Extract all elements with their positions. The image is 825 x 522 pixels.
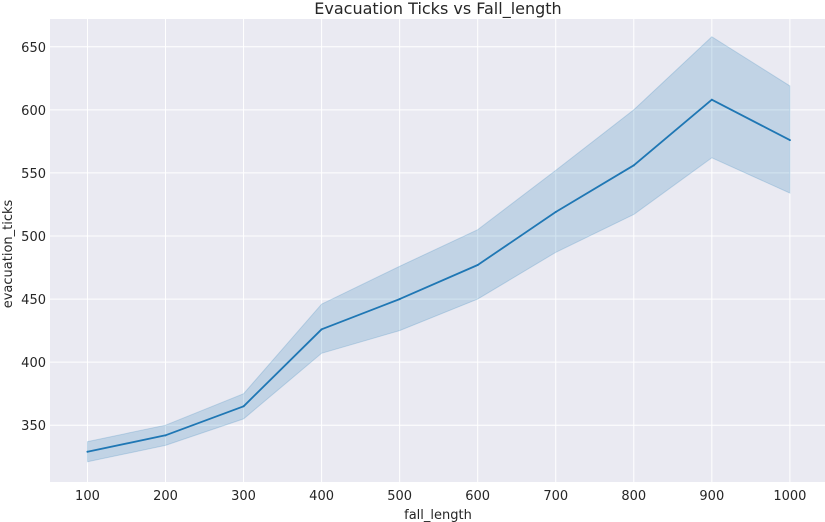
data-point [86,450,89,453]
x-tick-label: 1000 [773,489,806,504]
x-tick-label: 300 [231,489,256,504]
data-point [242,405,245,408]
y-tick-label: 350 [21,419,46,434]
x-tick-label: 800 [621,489,646,504]
data-point [788,139,791,142]
x-tick-label: 900 [699,489,724,504]
data-point [320,328,323,331]
x-axis-label: fall_length [404,508,472,522]
x-tick-label: 400 [309,489,334,504]
data-point [554,211,557,214]
data-point [710,98,713,101]
plot-area [50,19,825,482]
x-tick-label: 500 [387,489,412,504]
data-point [476,264,479,267]
data-point [632,164,635,167]
y-tick-label: 550 [21,167,46,182]
data-point [164,434,167,437]
x-tick-label: 100 [75,489,100,504]
y-axis-label: evacuation_ticks [1,199,16,308]
grid-lines [50,19,825,482]
y-tick-label: 400 [21,356,46,371]
series-line-layer [86,98,791,453]
x-tick-label: 700 [543,489,568,504]
series-line [87,98,791,453]
data-point [398,298,401,301]
y-tick-label: 600 [21,104,46,119]
y-tick-label: 450 [21,293,46,308]
chart-title: Evacuation Ticks vs Fall_length [314,0,561,19]
y-tick-label: 650 [21,41,46,56]
y-tick-labels: 350 400 450 500 550 600 650 [21,41,46,434]
y-tick-label: 500 [21,230,46,245]
x-tick-labels: 100 200 300 400 500 600 700 800 900 1000 [75,489,806,504]
x-tick-label: 600 [465,489,490,504]
confidence-band-layer [87,36,791,463]
confidence-band [87,36,791,463]
x-tick-label: 200 [153,489,178,504]
